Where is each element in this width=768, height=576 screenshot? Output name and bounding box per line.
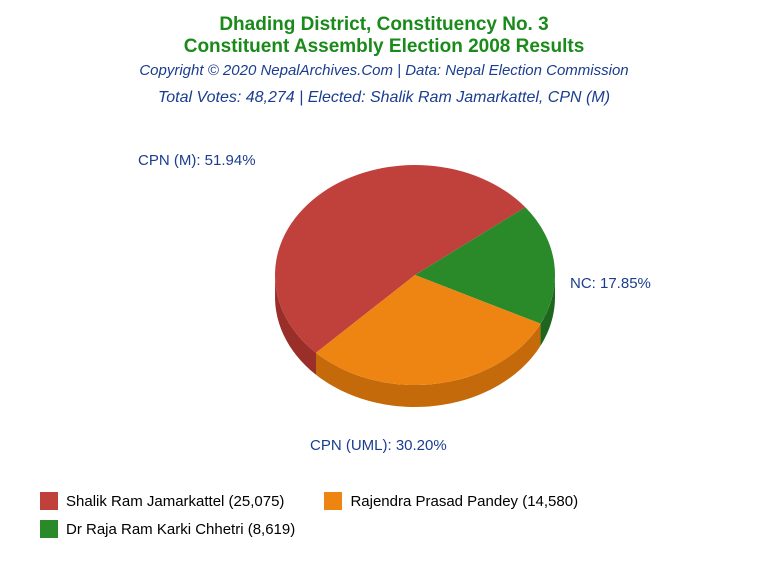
pie-chart-area: CPN (M): 51.94% NC: 17.85% CPN (UML): 30… (0, 107, 768, 467)
title-line-2: Constituent Assembly Election 2008 Resul… (0, 36, 768, 58)
legend-item: Shalik Ram Jamarkattel (25,075) (40, 492, 284, 510)
legend-swatch-icon (324, 492, 342, 510)
title-line-1: Dhading District, Constituency No. 3 (0, 14, 768, 36)
copyright-text: Copyright © 2020 NepalArchives.Com | Dat… (0, 62, 768, 79)
slice-label-cpn-uml: CPN (UML): 30.20% (310, 437, 447, 454)
legend-item: Dr Raja Ram Karki Chhetri (8,619) (40, 520, 295, 538)
legend-text: Dr Raja Ram Karki Chhetri (8,619) (66, 521, 295, 538)
legend-text: Shalik Ram Jamarkattel (25,075) (66, 493, 284, 510)
slice-label-cpn-m: CPN (M): 51.94% (138, 152, 256, 169)
legend-swatch-icon (40, 492, 58, 510)
legend-item: Rajendra Prasad Pandey (14,580) (324, 492, 578, 510)
slice-label-nc: NC: 17.85% (570, 275, 651, 292)
pie-chart (265, 155, 565, 420)
legend: Shalik Ram Jamarkattel (25,075) Rajendra… (40, 492, 740, 548)
totals-text: Total Votes: 48,274 | Elected: Shalik Ra… (0, 89, 768, 107)
legend-swatch-icon (40, 520, 58, 538)
title-block: Dhading District, Constituency No. 3 Con… (0, 0, 768, 107)
legend-text: Rajendra Prasad Pandey (14,580) (350, 493, 578, 510)
